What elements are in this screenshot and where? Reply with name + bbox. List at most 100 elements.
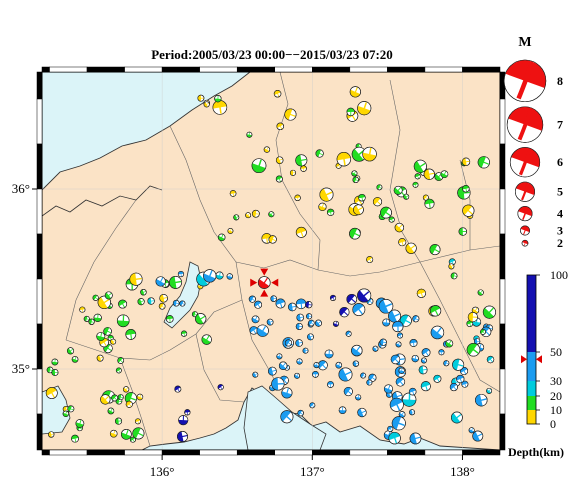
focal-mechanism [174,385,182,393]
focal-mechanism [357,407,367,418]
focal-mechanism [116,314,130,328]
focal-mechanism [201,334,212,345]
focal-mechanism [227,227,234,234]
focal-mechanism [336,152,352,167]
focal-mechanism [178,415,189,426]
focal-mechanism [276,122,284,131]
focal-mechanism [414,173,421,180]
frame-segment [312,66,351,73]
focal-mechanism [327,381,334,388]
focal-mechanism [398,238,407,247]
magnitude-legend-symbol [520,225,530,236]
focal-mechanism [229,190,237,197]
magnitude-legend-symbol [506,106,544,143]
focal-mechanism [246,131,253,138]
focal-mechanism [445,339,454,348]
focal-mechanism [75,419,85,428]
focal-mechanism [122,386,130,393]
focal-mechanism [284,339,293,347]
focal-mechanism [251,158,267,174]
frame-segment [462,449,501,456]
focal-mechanism [289,169,297,176]
focal-mechanism [424,198,435,209]
focal-mechanism [357,101,372,116]
magnitude-legend-label: 6 [557,155,563,169]
focal-mechanism [416,288,426,298]
wakasa-bay-coast [42,185,163,217]
focal-mechanism [409,409,416,416]
earthquake-mechanisms [45,86,496,445]
focal-mechanism [83,315,90,322]
focal-mechanism [429,305,442,317]
focal-mechanism [295,322,303,330]
focal-mechanism [450,272,458,280]
frame-segment [349,66,388,73]
focal-mechanism [306,313,313,320]
focal-mechanism [411,354,419,363]
focal-mechanism [388,216,395,223]
focal-mechanism [275,156,284,164]
focal-mechanism [109,429,118,438]
focal-mechanism [480,328,486,335]
focal-mechanism [399,314,412,327]
focal-mechanism [180,330,188,337]
focal-mechanism [155,276,166,287]
focal-mechanism [62,410,69,417]
focal-mechanism [115,367,122,374]
event-pointer-icon [250,278,258,287]
focal-mechanism [413,159,427,173]
event-pointer-icon [271,278,279,287]
magnitude-legend-symbol [503,59,547,103]
focal-mechanism [482,305,496,319]
focal-mechanism [335,361,343,369]
frame-segment [499,98,506,145]
focal-mechanism [172,299,180,307]
focal-mechanism [129,436,136,443]
magnitude-legend-label: 4 [557,207,563,221]
focal-mechanism [378,299,394,314]
frame-segment [124,449,163,456]
frame-segment [236,449,276,456]
focal-mechanism [271,377,285,391]
depth-tick-label: 100 [550,268,568,282]
focal-mechanism [393,185,403,195]
focal-mechanism [372,197,383,207]
frame-segment [49,449,88,456]
focal-mechanism [391,416,406,431]
focal-mechanism [71,434,79,443]
focal-mechanism [79,306,86,313]
frame-segment [41,449,50,456]
focal-mechanism [388,309,401,323]
focal-mechanism [195,313,207,325]
focal-mechanism [215,271,224,280]
focal-mechanism [67,405,75,413]
focal-mechanism [294,372,300,379]
focal-mechanism [305,301,313,309]
focal-mechanism [409,339,418,347]
focal-mechanism [452,358,465,371]
depth-tick-label: 20 [550,389,562,403]
focal-mechanism [409,432,422,445]
focal-mechanism [96,332,106,341]
focal-mechanism [117,357,125,364]
frame-segment [36,143,43,190]
focal-mechanism [477,289,484,296]
focal-mechanism [294,194,301,202]
focal-mechanism [107,407,115,415]
focal-mechanism [296,313,305,322]
focal-mechanism [418,365,428,375]
focal-mechanism [308,319,315,327]
focal-mechanism [177,431,188,443]
focal-mechanism [443,360,450,367]
focal-mechanism [403,193,410,200]
focal-mechanism [449,383,458,392]
focal-mechanism [461,380,469,388]
frame-segment [236,66,276,73]
focal-mechanism [214,95,222,103]
focal-mechanism [313,362,320,369]
focal-mechanism [295,339,303,347]
focal-mechanism [125,400,133,408]
frame-segment [499,368,506,415]
focal-mechanism [203,269,217,283]
frame-segment [499,188,506,235]
